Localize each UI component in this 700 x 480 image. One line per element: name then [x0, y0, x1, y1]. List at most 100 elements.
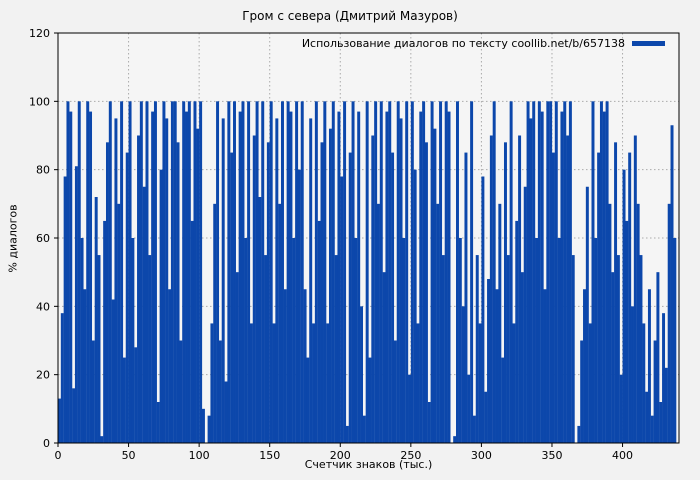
impulse-bar — [495, 289, 499, 443]
impulse-bar — [111, 299, 115, 443]
impulse-bar — [611, 272, 615, 443]
impulse-bar — [153, 101, 157, 443]
impulse-bar — [608, 203, 612, 443]
impulse-bar — [77, 101, 81, 443]
impulse-bar — [563, 101, 567, 443]
impulse-bar — [297, 169, 301, 444]
impulse-bar — [131, 238, 135, 443]
impulse-bar — [402, 238, 406, 443]
impulse-bar — [314, 101, 318, 443]
impulse-bar — [100, 436, 104, 443]
impulse-bar — [568, 101, 572, 443]
impulse-bar — [484, 391, 488, 443]
x-tick-label: 50 — [122, 449, 136, 462]
impulse-bar — [63, 176, 67, 443]
x-tick-label: 400 — [612, 449, 633, 462]
impulse-bar — [540, 111, 544, 443]
impulse-bar — [278, 203, 282, 443]
y-tick-label: 120 — [29, 27, 50, 40]
impulse-bar — [187, 101, 191, 443]
impulse-bar — [374, 101, 378, 443]
impulse-bar — [86, 101, 90, 443]
impulse-bar — [249, 323, 253, 443]
impulse-bar — [216, 101, 220, 443]
impulse-bar — [156, 402, 160, 443]
impulse-bar — [673, 238, 677, 443]
impulse-bar — [331, 101, 335, 443]
impulse-bar — [185, 111, 188, 443]
impulse-bar — [317, 220, 321, 443]
impulse-bar — [362, 415, 366, 443]
impulse-bar — [518, 135, 522, 443]
impulse-bar — [441, 255, 445, 443]
impulse-bar — [393, 340, 397, 443]
chart-title: Гром с севера (Дмитрий Мазуров) — [242, 9, 458, 23]
impulse-bar — [224, 381, 228, 443]
impulse-bar — [80, 238, 84, 443]
impulse-bar — [91, 340, 95, 443]
impulse-bar — [647, 289, 651, 443]
impulse-bar — [461, 306, 465, 443]
impulse-bar — [422, 101, 426, 443]
impulse-bar — [230, 152, 234, 443]
impulse-bar — [289, 111, 293, 443]
impulse-bar — [83, 289, 87, 443]
y-tick-label: 0 — [43, 437, 50, 450]
impulse-bar — [354, 238, 358, 443]
impulse-bar — [645, 391, 649, 443]
impulse-bar — [148, 255, 152, 443]
y-axis-label: % диалогов — [6, 204, 20, 273]
impulse-bar — [241, 101, 245, 443]
impulse-bar — [549, 101, 553, 443]
impulse-bar — [515, 220, 519, 443]
impulse-bar — [436, 203, 440, 443]
impulse-bar — [520, 272, 524, 443]
impulse-bar — [379, 101, 383, 443]
impulse-bar — [89, 111, 93, 443]
impulse-bar — [456, 101, 459, 443]
impulse-bar — [328, 128, 332, 444]
impulse-bar — [312, 323, 316, 443]
impulse-bar — [546, 101, 550, 443]
impulse-bar — [614, 142, 618, 443]
impulse-bar — [424, 142, 428, 443]
impulse-bar — [292, 238, 296, 443]
impulse-bar — [523, 186, 527, 443]
impulse-bar — [591, 101, 595, 443]
impulse-bar — [439, 101, 443, 443]
impulse-bar — [498, 203, 502, 443]
impulse-bar — [162, 101, 166, 443]
impulse-bar — [337, 111, 341, 443]
impulse-bar — [340, 176, 344, 443]
impulse-bar — [371, 135, 375, 443]
impulse-bar — [266, 142, 270, 443]
impulse-bar — [396, 101, 400, 443]
impulse-bar — [351, 101, 355, 443]
impulse-bar — [303, 289, 307, 443]
impulse-bar — [583, 289, 586, 443]
impulse-bar — [357, 111, 361, 443]
impulse-bar — [343, 101, 347, 443]
impulse-bar — [334, 255, 338, 443]
impulse-bar — [509, 101, 513, 443]
impulse-bar — [323, 101, 327, 443]
impulse-bar — [597, 152, 601, 443]
impulse-bar — [159, 169, 163, 444]
impulse-bar — [368, 357, 372, 443]
impulse-bar — [137, 135, 141, 443]
impulse-bar — [464, 152, 468, 443]
impulse-bar — [619, 374, 623, 443]
impulse-bar — [501, 357, 505, 443]
impulse-bar — [134, 347, 138, 443]
x-tick-label: 100 — [189, 449, 210, 462]
impulse-bar — [560, 111, 564, 443]
impulse-bar — [365, 101, 369, 443]
impulse-bar — [628, 152, 632, 443]
impulse-bar — [667, 203, 671, 443]
impulse-bar — [416, 323, 420, 443]
impulse-bar — [139, 101, 143, 443]
impulse-bar — [636, 203, 640, 443]
impulse-bar — [543, 289, 547, 443]
y-tick-label: 40 — [36, 300, 50, 313]
